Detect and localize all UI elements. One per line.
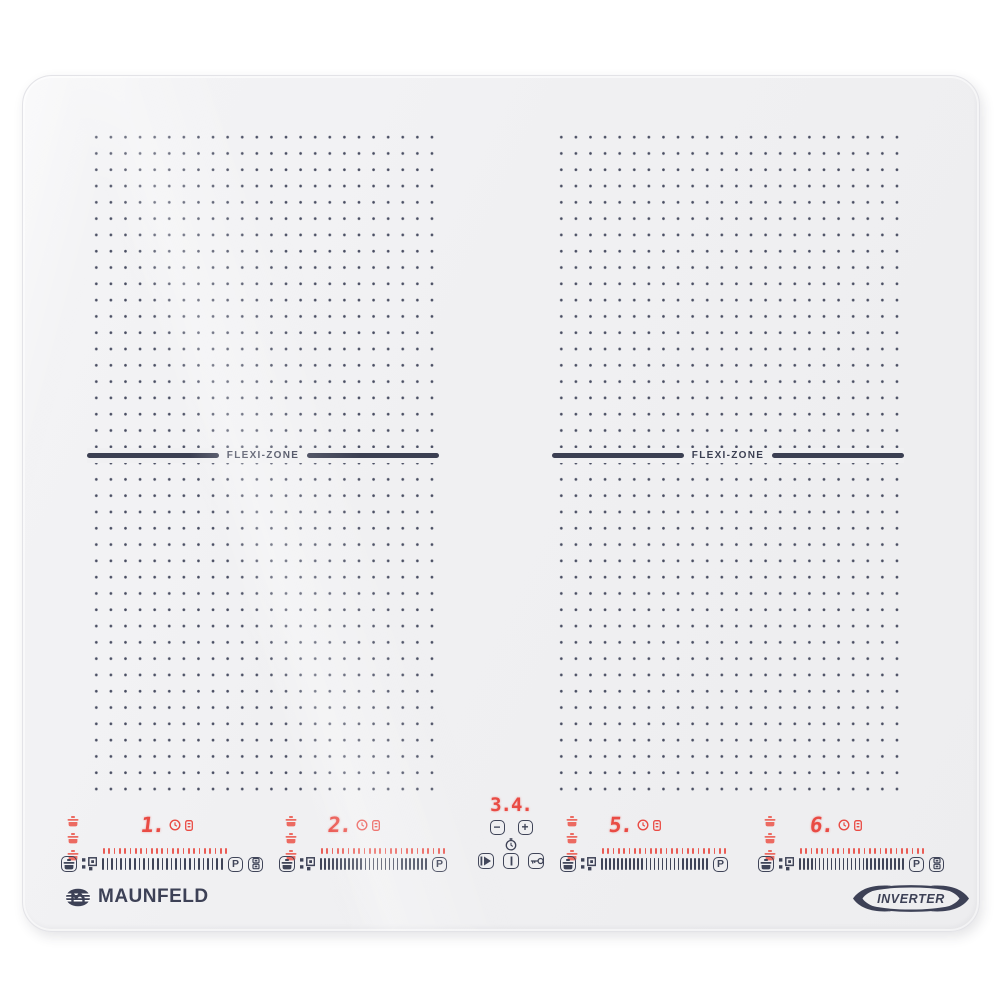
bridge-zones-button[interactable] xyxy=(248,856,263,872)
power-slider[interactable] xyxy=(799,857,904,871)
power-level-led-ticks xyxy=(321,848,445,854)
induction-cooktop-surface: FLEXI-ZONE FLEXI-ZONE 1. P xyxy=(22,75,980,932)
keep-warm-pot-icon xyxy=(764,816,776,827)
pause-play-button[interactable] xyxy=(478,853,494,869)
flexi-line xyxy=(87,453,219,458)
flexi-zone-marker-left: FLEXI-ZONE xyxy=(87,448,440,463)
zone-size-icon xyxy=(82,857,97,871)
power-button[interactable] xyxy=(503,853,519,869)
brand-logo: MAUNFELD xyxy=(65,886,209,908)
stopwatch-icon xyxy=(505,838,517,851)
boost-button[interactable]: P xyxy=(713,856,728,872)
power-level-led-ticks xyxy=(800,848,924,854)
plus-button[interactable]: + xyxy=(517,820,533,835)
power-level-digit: 2. xyxy=(326,813,354,837)
zone-6-display: 6. xyxy=(786,813,886,837)
timer-clock-icon xyxy=(169,819,181,831)
zone-select-button[interactable] xyxy=(279,856,295,872)
flexi-line xyxy=(772,453,905,458)
power-slider[interactable] xyxy=(102,857,223,871)
boost-indicator-icon xyxy=(184,819,193,831)
zone-1-display: 1. xyxy=(85,813,249,837)
power-level-digit: 1. xyxy=(139,813,167,837)
timer-clock-icon xyxy=(838,819,850,831)
keep-warm-pot-icon xyxy=(67,833,79,844)
key-lock-button[interactable] xyxy=(528,853,544,869)
zone-5-display: 5. xyxy=(570,813,700,837)
power-level-led-ticks xyxy=(602,848,726,854)
bridge-zones-button[interactable] xyxy=(929,856,944,872)
zone-size-icon xyxy=(581,857,596,871)
keep-warm-pot-icon xyxy=(764,833,776,844)
power-level-digit: 5. xyxy=(607,813,635,837)
zone-select-button[interactable] xyxy=(758,856,774,872)
power-slider[interactable] xyxy=(601,857,708,871)
flexi-zone-marker-right: FLEXI-ZONE xyxy=(552,448,905,463)
zone-2-controls: 2. P xyxy=(263,811,453,875)
power-level-digit: 6. xyxy=(808,813,836,837)
timer-clock-icon xyxy=(637,819,649,831)
flexi-zone-label: FLEXI-ZONE xyxy=(226,450,300,461)
boost-indicator-icon xyxy=(853,819,862,831)
maunfeld-emblem-icon xyxy=(65,887,92,908)
zone-1-controls: 1. P xyxy=(45,811,269,875)
boost-button[interactable]: P xyxy=(228,856,243,872)
power-slider[interactable] xyxy=(320,857,427,871)
boost-button[interactable]: P xyxy=(909,856,924,872)
keep-warm-pot-icon xyxy=(67,816,79,827)
power-level-led-ticks xyxy=(103,848,227,854)
zone-2-display: 2. xyxy=(289,813,419,837)
zone-5-controls: 5. P xyxy=(544,811,734,875)
boost-indicator-icon xyxy=(371,819,380,831)
zone-size-icon xyxy=(300,857,315,871)
flexi-line xyxy=(307,453,440,458)
minus-button[interactable]: − xyxy=(489,820,505,835)
zone-6-controls: 6. P xyxy=(742,811,950,875)
boost-indicator-icon xyxy=(652,819,661,831)
zone-size-icon xyxy=(779,857,794,871)
timer-clock-icon xyxy=(356,819,368,831)
flexi-line xyxy=(552,453,684,458)
zone-select-button[interactable] xyxy=(61,856,77,872)
zone-select-button[interactable] xyxy=(560,856,576,872)
boost-button[interactable]: P xyxy=(432,856,447,872)
brand-name: MAUNFELD xyxy=(98,886,209,907)
inverter-badge: INVERTER xyxy=(851,882,971,915)
flexi-zone-label: FLEXI-ZONE xyxy=(691,450,765,461)
inverter-badge-label: INVERTER xyxy=(877,892,945,906)
